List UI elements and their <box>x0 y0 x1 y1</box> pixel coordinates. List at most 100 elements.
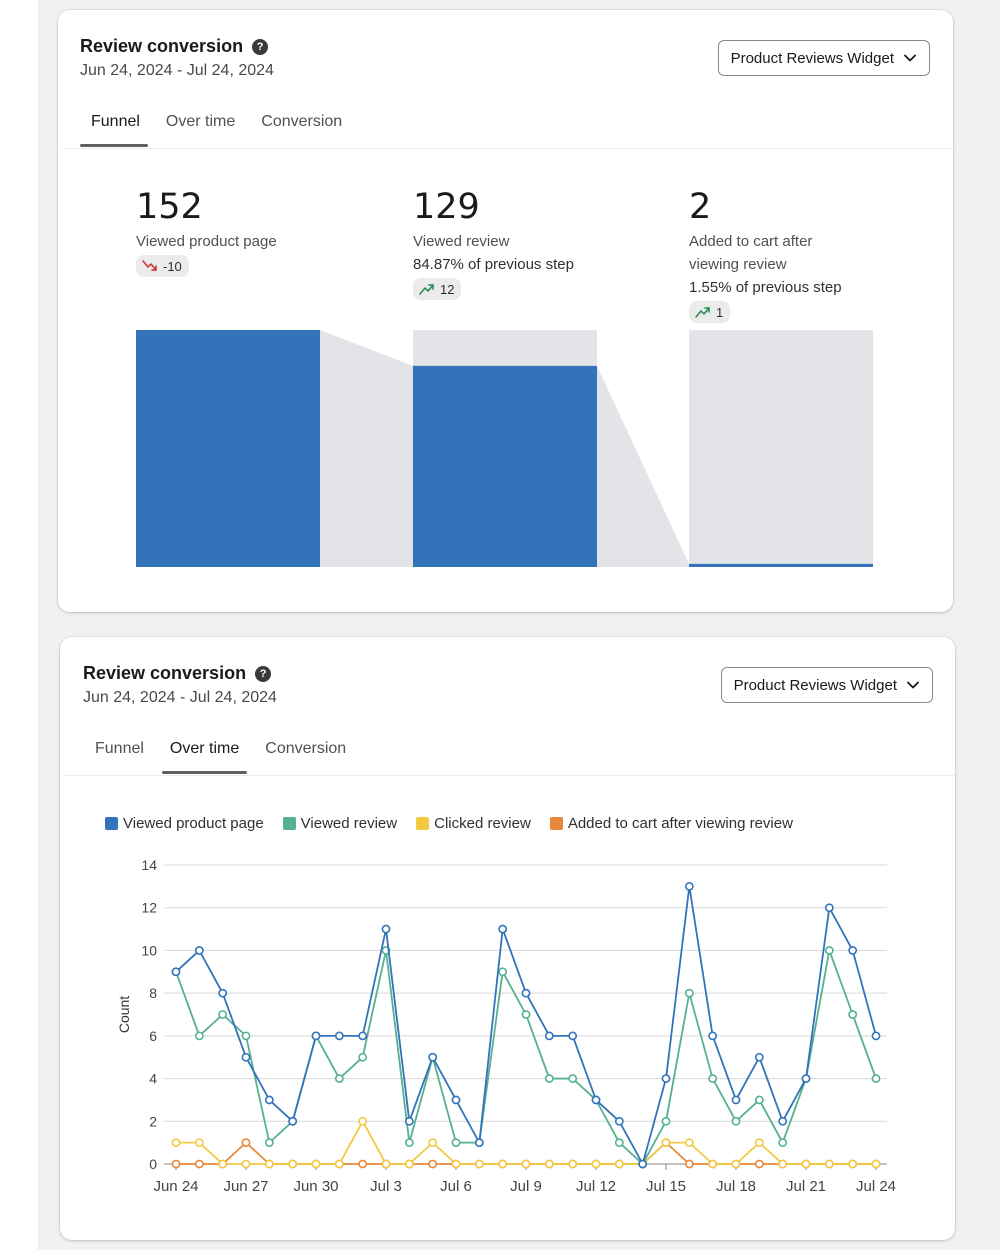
data-point <box>241 1159 251 1169</box>
x-tick-label: Jul 21 <box>786 1178 826 1195</box>
data-point <box>451 1095 461 1105</box>
data-point <box>708 1031 718 1041</box>
x-tick-label: Jul 18 <box>716 1178 756 1195</box>
data-point <box>171 1138 181 1148</box>
tab-conversion[interactable]: Conversion <box>265 740 347 757</box>
funnel-connector <box>320 330 413 567</box>
tab-over-time[interactable]: Over time <box>165 113 236 130</box>
data-point <box>264 1138 274 1148</box>
data-point <box>451 1138 461 1148</box>
funnel-bar-track <box>689 330 873 567</box>
data-point <box>194 1159 204 1169</box>
funnel-bar-track <box>136 330 320 567</box>
data-point <box>521 1010 531 1019</box>
tab-bar: Funnel Over time Conversion <box>80 108 360 147</box>
data-point <box>848 1010 858 1019</box>
x-tick-label: Jun 24 <box>153 1178 198 1195</box>
legend-swatch <box>549 817 563 830</box>
x-tick-label: Jul 24 <box>856 1178 896 1195</box>
data-point <box>498 967 508 977</box>
data-point <box>171 967 181 977</box>
legend-item[interactable]: Added to cart after viewing review <box>549 815 793 832</box>
data-point <box>661 1074 671 1083</box>
data-point <box>241 1138 251 1148</box>
tab-divider <box>63 148 953 149</box>
funnel-connector <box>597 365 689 567</box>
widget-dropdown[interactable]: Product Reviews Widget <box>717 40 930 76</box>
change-value: -10 <box>163 258 182 274</box>
data-point <box>824 1159 834 1169</box>
y-axis-label: Count <box>116 996 132 1033</box>
data-point <box>334 1159 344 1169</box>
data-point <box>591 1095 601 1105</box>
data-point <box>428 1052 438 1062</box>
x-tick-label: Jul 12 <box>576 1178 616 1195</box>
data-point <box>498 1159 508 1169</box>
data-point <box>871 1159 881 1169</box>
over-time-card: Review conversion ? Jun 24, 2024 - Jul 2… <box>60 637 955 1240</box>
help-icon[interactable]: ? <box>255 665 272 682</box>
legend-item[interactable]: Viewed review <box>282 815 397 832</box>
legend-item[interactable]: Clicked review <box>416 815 531 832</box>
data-point <box>544 1031 554 1041</box>
widget-dropdown-label: Product Reviews Widget <box>733 676 897 694</box>
data-point <box>568 1159 578 1169</box>
step-value: 129 <box>413 187 480 227</box>
data-point <box>684 881 694 891</box>
data-point <box>848 946 858 955</box>
data-point <box>824 946 834 955</box>
data-point <box>731 1116 741 1126</box>
data-point <box>334 1074 344 1083</box>
data-point <box>404 1159 414 1169</box>
legend-label: Viewed product page <box>123 815 264 832</box>
legend-swatch <box>105 817 118 830</box>
data-point <box>848 1159 858 1169</box>
data-point <box>311 1031 321 1041</box>
data-point <box>358 1159 368 1169</box>
chart-legend: Viewed product page Viewed review Clicke… <box>105 815 812 832</box>
data-point <box>754 1095 764 1105</box>
data-point <box>731 1095 741 1105</box>
funnel-bar-track <box>413 330 597 567</box>
tab-over-time[interactable]: Over time <box>161 735 248 774</box>
legend-item[interactable]: Viewed product page <box>105 815 264 832</box>
help-icon[interactable]: ? <box>252 38 269 55</box>
data-point <box>311 1159 321 1169</box>
chevron-down-icon <box>907 681 919 689</box>
widget-dropdown[interactable]: Product Reviews Widget <box>720 667 933 703</box>
data-point <box>241 1052 251 1062</box>
data-point <box>521 1159 531 1169</box>
step-label: Viewed product page <box>136 233 277 250</box>
tab-funnel[interactable]: Funnel <box>95 740 144 757</box>
data-point <box>194 1138 204 1148</box>
legend-label: Clicked review <box>434 815 531 832</box>
data-point <box>684 988 694 998</box>
step-value: 2 <box>689 187 712 227</box>
data-point <box>801 1074 811 1083</box>
left-gutter <box>0 0 38 1250</box>
tab-bar: Funnel Over time Conversion <box>87 735 364 774</box>
funnel-bar <box>413 365 597 567</box>
card-title: Review conversion ? <box>80 36 269 57</box>
x-tick-label: Jun 27 <box>223 1178 268 1195</box>
step-percent: 1.55% of previous step <box>689 279 842 296</box>
x-tick-label: Jul 15 <box>646 1178 686 1195</box>
y-tick-label: 8 <box>149 985 157 1001</box>
legend-label: Added to cart after viewing review <box>567 815 793 832</box>
data-point <box>288 1159 298 1169</box>
data-point <box>521 988 531 998</box>
data-point <box>264 1159 274 1169</box>
date-range: Jun 24, 2024 - Jul 24, 2024 <box>83 689 277 706</box>
tab-conversion[interactable]: Conversion <box>261 113 343 130</box>
x-tick-label: Jul 6 <box>440 1178 472 1195</box>
change-badge: 1 <box>689 301 731 323</box>
data-point <box>474 1159 484 1169</box>
chevron-down-icon <box>904 54 916 62</box>
data-point <box>358 1052 368 1062</box>
tab-funnel[interactable]: Funnel <box>80 108 148 147</box>
data-point <box>661 1116 671 1126</box>
data-point <box>708 1074 718 1083</box>
legend-swatch <box>416 817 430 830</box>
series-line <box>176 1120 876 1165</box>
y-tick-label: 12 <box>141 900 157 916</box>
